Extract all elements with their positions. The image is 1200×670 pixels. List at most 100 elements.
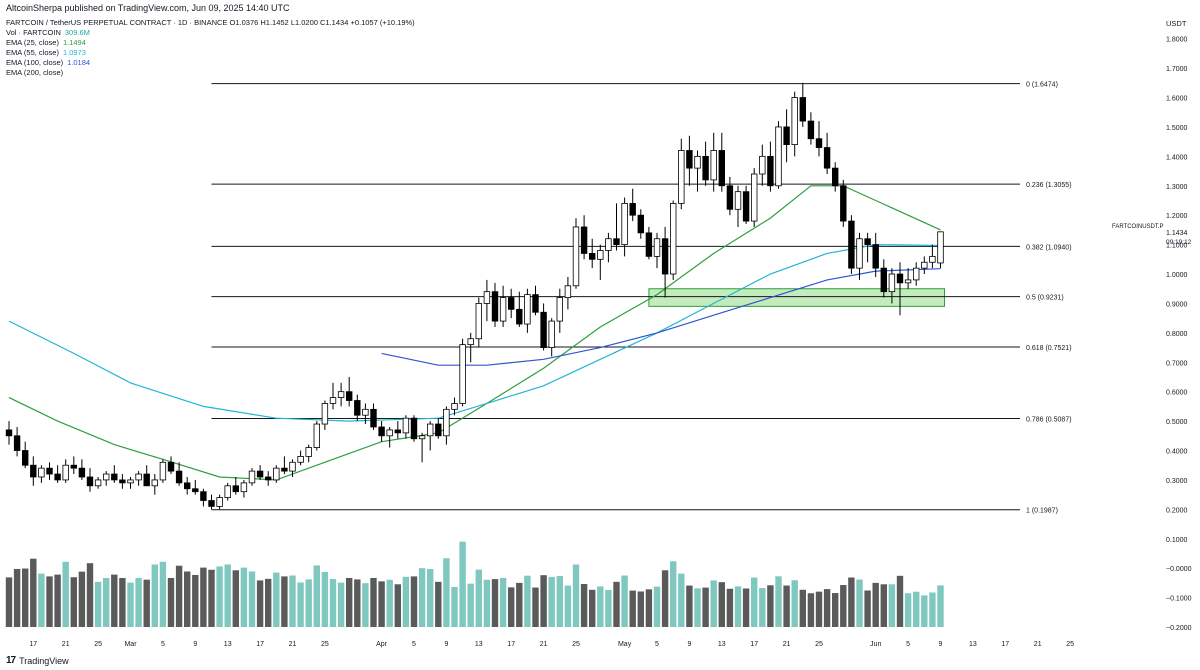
candle-body xyxy=(273,467,280,481)
legend-volume[interactable]: Vol · FARTCOIN 309.6M xyxy=(6,28,415,38)
candle-body xyxy=(904,279,912,284)
candle xyxy=(208,494,215,510)
candle xyxy=(815,121,823,157)
candle xyxy=(516,291,523,327)
candle xyxy=(305,444,312,463)
candle xyxy=(345,376,353,407)
candle xyxy=(143,465,150,487)
last-price-countdown: 09:19:12 xyxy=(1166,239,1192,246)
candle-body xyxy=(783,126,790,145)
candle xyxy=(726,176,734,216)
y-tick-label: 1.2000 xyxy=(1166,213,1188,220)
legend-ema25[interactable]: EMA (25, close) 1.1494 xyxy=(6,38,415,48)
y-tick-label: −0.1000 xyxy=(1166,596,1192,603)
tradingview-brand: TradingView xyxy=(19,655,69,666)
x-tick-label: 9 xyxy=(939,641,943,648)
candle xyxy=(775,121,782,189)
x-tick-label: 17 xyxy=(29,641,37,648)
volume-bar xyxy=(832,593,839,627)
volume-bar xyxy=(22,568,29,627)
y-tick-label: 1.4000 xyxy=(1166,154,1188,161)
y-tick-label: 1.1000 xyxy=(1166,243,1188,250)
volume-bar xyxy=(402,576,410,627)
candle xyxy=(297,450,304,466)
volume-bar xyxy=(937,585,944,627)
legend-ema100[interactable]: EMA (100, close) 1.0184 xyxy=(6,58,415,68)
price-chart[interactable]: 0 (1.6474) 0.236 (1.3055) 0.382 (1.0940) 0.… xyxy=(0,14,1200,654)
volume-bar xyxy=(524,575,531,627)
candle xyxy=(751,168,758,227)
volume-bar xyxy=(856,579,863,627)
y-tick-label: 1.5000 xyxy=(1166,125,1188,132)
volume-bar xyxy=(232,570,239,627)
candle-body xyxy=(629,203,636,216)
legend-ema55[interactable]: EMA (55, close) 1.0973 xyxy=(6,48,415,58)
candle-body xyxy=(467,338,474,346)
legend-ema55-label: EMA (55, close) xyxy=(6,48,59,57)
candle xyxy=(904,268,912,289)
candle xyxy=(362,403,369,425)
candle xyxy=(467,332,474,363)
volume-bar xyxy=(823,589,831,627)
x-tick-label: 25 xyxy=(572,641,580,648)
volume-bar xyxy=(273,572,280,627)
candle xyxy=(354,394,361,422)
candle-body xyxy=(329,397,337,404)
volume-bar xyxy=(840,585,847,627)
candle xyxy=(151,474,158,495)
candle xyxy=(459,338,466,407)
volume-bar xyxy=(224,564,231,627)
ema25-line xyxy=(8,185,941,481)
candle-body xyxy=(135,473,142,481)
candle xyxy=(937,231,944,269)
legend-ema100-label: EMA (100, close) xyxy=(6,58,64,67)
candle-body xyxy=(418,435,426,440)
candle xyxy=(548,318,555,357)
x-tick-label: Mar xyxy=(124,641,137,648)
candle xyxy=(321,400,329,430)
candle-body xyxy=(710,150,717,181)
candle xyxy=(30,456,37,486)
y-tick-label: 0.3000 xyxy=(1166,478,1188,485)
candle-body xyxy=(289,461,296,472)
volume-bar xyxy=(726,588,734,627)
candle-body xyxy=(38,467,45,478)
volume-bar xyxy=(678,573,685,627)
candle-body xyxy=(580,226,588,254)
volume-bar xyxy=(467,583,474,627)
candle-body xyxy=(402,417,410,434)
volume-bar xyxy=(564,585,572,627)
candle-body xyxy=(524,294,531,325)
candle xyxy=(491,282,499,327)
candle-body xyxy=(394,429,401,434)
volume-bar xyxy=(46,576,53,627)
volume-bar xyxy=(759,588,766,627)
volume-bar xyxy=(410,576,418,627)
candle xyxy=(475,297,482,348)
x-tick-label: Jun xyxy=(870,641,881,648)
candle xyxy=(119,474,126,489)
candle xyxy=(70,456,77,475)
candle xyxy=(572,218,580,289)
y-tick-label: 1.8000 xyxy=(1166,37,1188,44)
last-price-symbol: FARTCOINUSDT.P xyxy=(1112,224,1164,230)
volume-bar xyxy=(580,584,588,627)
candle-body xyxy=(864,238,871,246)
volume-bar xyxy=(256,580,264,627)
candle xyxy=(613,203,620,251)
candle xyxy=(661,226,669,298)
candle-body xyxy=(111,473,118,481)
ema-lines xyxy=(8,185,941,481)
volume-bar xyxy=(508,587,515,627)
volume-bar xyxy=(864,590,871,627)
y-tick-label: 1.6000 xyxy=(1166,96,1188,103)
volume-bar xyxy=(265,578,272,627)
candle-body xyxy=(840,185,847,222)
candle xyxy=(718,132,725,192)
y-tick-label: 0.9000 xyxy=(1166,301,1188,308)
candle xyxy=(5,421,13,445)
candle-body xyxy=(119,479,126,484)
candle xyxy=(402,415,410,439)
volume-bar xyxy=(921,595,928,627)
legend-ema200[interactable]: EMA (200, close) xyxy=(6,68,415,78)
